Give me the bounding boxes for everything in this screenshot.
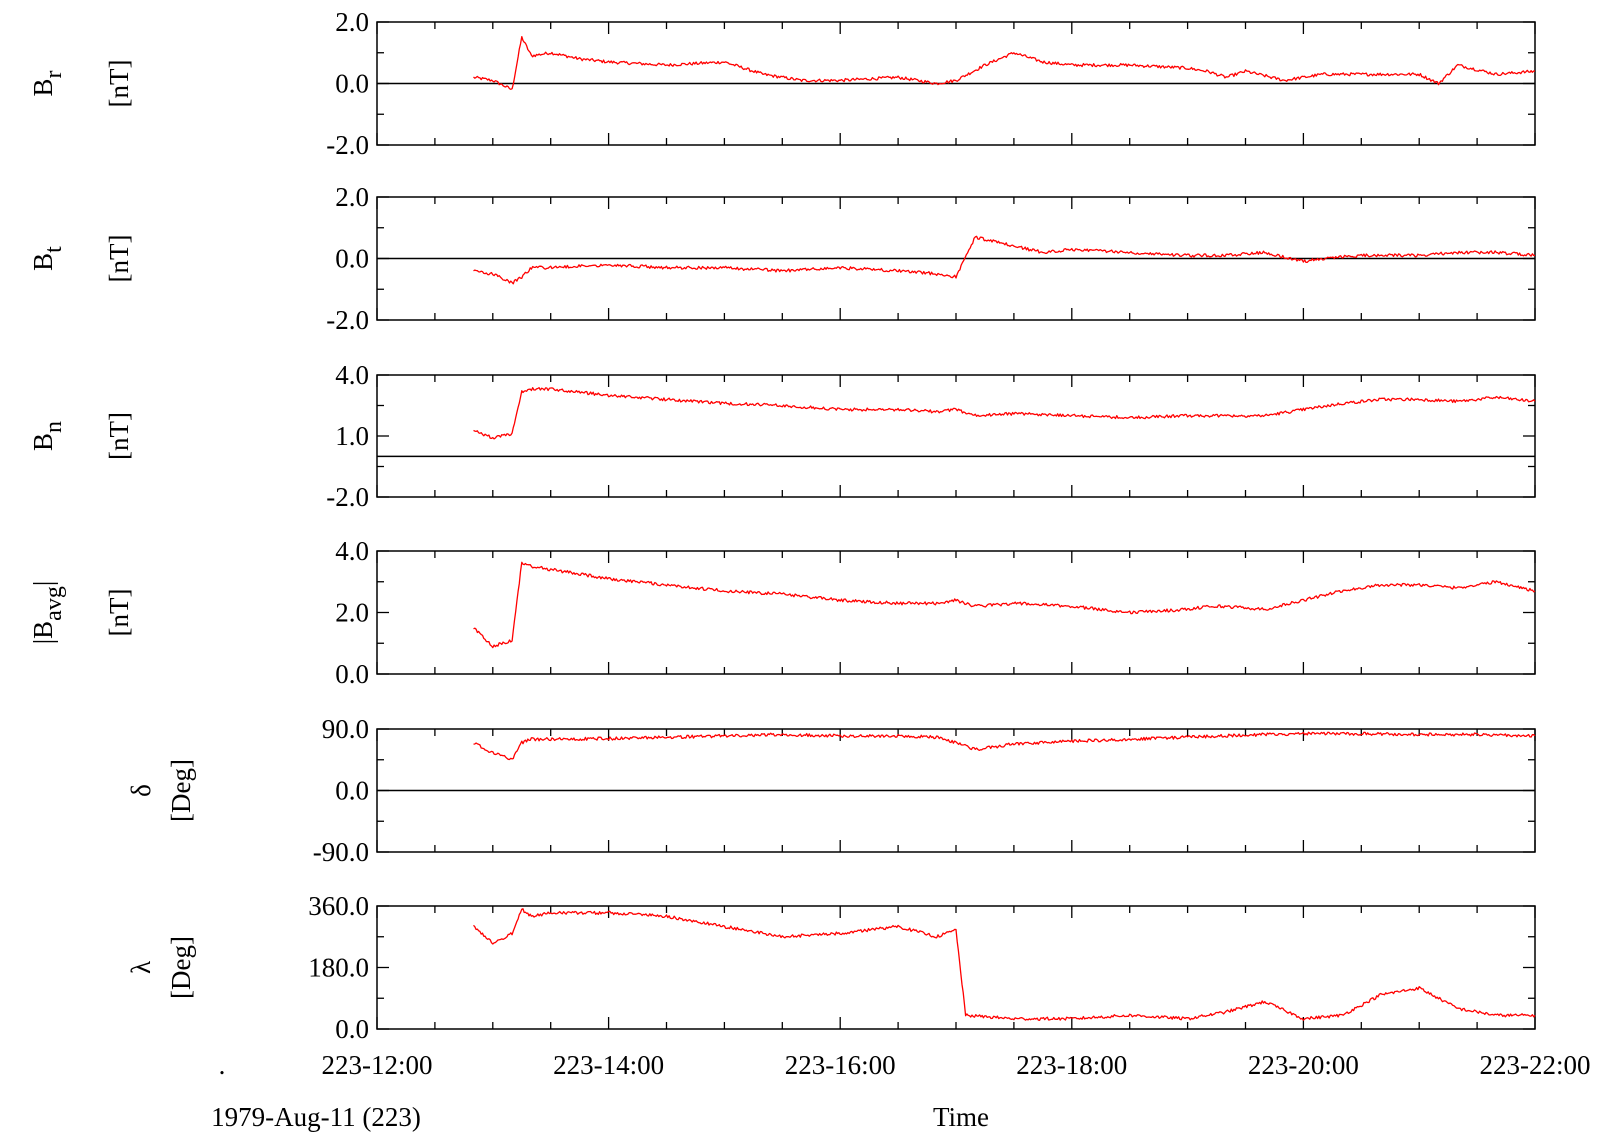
x-tick-labels: 223-12:00 223-14:00 223-16:00 223-18:00 223-… [322, 1050, 1591, 1080]
y-tick-label: -2.0 [326, 482, 369, 512]
label-post: | [28, 581, 58, 586]
label-main: B [28, 253, 58, 271]
series-line-delta [473, 731, 1536, 761]
y-tick-label: 0.0 [335, 659, 369, 689]
y-tick-label: 360.0 [308, 891, 369, 921]
x-axis: . 1979-Aug-11 (223) Time 223-12:00 223-14… [211, 1050, 1590, 1132]
y-axis-label-Bt: Bt [28, 246, 67, 271]
y-tick-label: -2.0 [326, 305, 369, 335]
y-axis-label-Br: Br [28, 70, 67, 96]
label-main: λ [126, 961, 156, 974]
x-tick-label: 223-16:00 [785, 1050, 896, 1080]
panel-Bn: 4.0 1.0 -2.0 Bn [nT] [28, 360, 1536, 512]
x-tick-label: 223-20:00 [1248, 1050, 1359, 1080]
panel-frame [376, 374, 1536, 498]
y-axis-label-delta: δ [126, 784, 156, 797]
panels: 2.0 0.0 -2.0 Br [nT] 2.0 0.0 -2.0 Bt [nT] 4.0 1.0 -2… [28, 7, 1536, 1044]
y-axis-unit-Bavg: [nT] [104, 589, 134, 637]
series-line-Bt [473, 235, 1536, 285]
y-tick-label: 2.0 [335, 598, 369, 628]
y-tick-label: 4.0 [335, 360, 369, 390]
x-tick-label: 223-18:00 [1016, 1050, 1127, 1080]
series-line-Bn [473, 387, 1536, 440]
y-axis-label-lambda: λ [126, 961, 156, 974]
x-axis-date-label: 1979-Aug-11 (223) [211, 1102, 421, 1132]
label-main: B [28, 433, 58, 451]
panel-delta: 90.0 0.0 -90.0 δ [Deg] [126, 714, 1536, 867]
y-axis-unit-Br: [nT] [104, 60, 134, 108]
y-tick-label: 0.0 [335, 1014, 369, 1044]
x-tick-label: 223-22:00 [1480, 1050, 1591, 1080]
y-axis-unit-Bt: [nT] [104, 235, 134, 283]
y-tick-label: 0.0 [335, 776, 369, 806]
label-pre: | [28, 639, 58, 644]
label-sub: n [41, 421, 67, 433]
series-line-Bavg [473, 561, 1536, 649]
y-tick-label: 2.0 [335, 182, 369, 212]
x-axis-marker: . [219, 1050, 226, 1080]
series-line-Br [473, 35, 1536, 90]
y-axis-unit-Bn: [nT] [104, 412, 134, 460]
label-main: δ [126, 784, 156, 797]
label-sub: t [41, 246, 67, 253]
y-axis-label-Bavg: |Bavg| [28, 581, 67, 644]
label-sub: avg [41, 586, 67, 621]
x-axis-title: Time [933, 1102, 989, 1132]
y-tick-label: 1.0 [335, 421, 369, 451]
series-line-lambda [473, 908, 1536, 1021]
y-tick-label: 2.0 [335, 7, 369, 37]
x-tick-label: 223-14:00 [553, 1050, 664, 1080]
y-tick-label: 0.0 [335, 69, 369, 99]
y-tick-label: 180.0 [308, 953, 369, 983]
label-main: B [28, 78, 58, 96]
panel-Bavg: 4.02.00.0|Bavg|[nT] [28, 536, 1536, 689]
y-tick-label: 90.0 [322, 714, 369, 744]
panel-frame [376, 905, 1536, 1030]
y-tick-label: 0.0 [335, 244, 369, 274]
y-tick-label: -90.0 [313, 837, 369, 867]
y-tick-label: -2.0 [326, 130, 369, 160]
x-tick-label: 223-12:00 [322, 1050, 433, 1080]
panel-Br: 2.0 0.0 -2.0 Br [nT] [28, 7, 1536, 160]
y-tick-label: 4.0 [335, 536, 369, 566]
y-axis-label-Bn: Bn [28, 421, 67, 451]
label-sub: r [41, 70, 67, 78]
panel-lambda: 360.0 180.0 0.0 λ [Deg] [126, 891, 1536, 1044]
label-main: B [28, 621, 58, 639]
y-axis-unit-delta: [Deg] [166, 759, 196, 822]
y-axis-unit-lambda: [Deg] [166, 936, 196, 999]
panel-Bt: 2.0 0.0 -2.0 Bt [nT] [28, 182, 1536, 335]
